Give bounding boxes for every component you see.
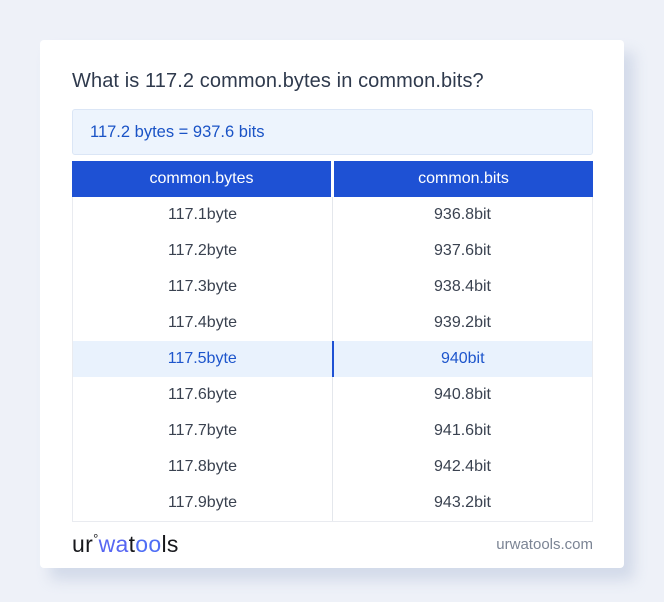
table-row: 117.1byte 936.8bit xyxy=(73,197,592,233)
site-url: urwatools.com xyxy=(496,536,593,553)
logo-text-t: t xyxy=(128,531,136,557)
conversion-result-box: 117.2 bytes = 937.6 bits xyxy=(72,109,593,155)
table-body: 117.1byte 936.8bit 117.2byte 937.6bit 11… xyxy=(72,197,593,522)
bits-cell: 941.6bit xyxy=(434,422,491,439)
logo-text-ur: ur xyxy=(72,531,94,557)
bits-cell: 940bit xyxy=(440,350,485,367)
table-row: 117.7byte 941.6bit xyxy=(73,413,592,449)
card-footer: ur°watools urwatools.com xyxy=(72,522,593,567)
bytes-cell: 117.5byte xyxy=(73,341,334,377)
header-common-bytes: common.bytes xyxy=(72,161,334,197)
bits-cell: 937.6bit xyxy=(434,242,491,259)
logo-text-ls: ls xyxy=(161,531,179,557)
bytes-cell: 117.6byte xyxy=(73,377,333,413)
table-row: 117.3byte 938.4bit xyxy=(73,269,592,305)
table-row: 117.6byte 940.8bit xyxy=(73,377,592,413)
table-row-highlighted: 117.5byte 940bit xyxy=(73,341,592,377)
converter-card: What is 117.2 common.bytes in common.bit… xyxy=(40,40,624,568)
bytes-cell: 117.3byte xyxy=(73,269,333,305)
urwatools-logo[interactable]: ur°watools xyxy=(72,531,179,557)
logo-ring-icon: ° xyxy=(93,531,99,546)
table-row: 117.2byte 937.6bit xyxy=(73,233,592,269)
bytes-cell: 117.1byte xyxy=(73,197,333,233)
table-row: 117.4byte 939.2bit xyxy=(73,305,592,341)
page-title: What is 117.2 common.bytes in common.bit… xyxy=(72,70,484,92)
bytes-cell: 117.8byte xyxy=(73,449,333,485)
bytes-cell: 117.9byte xyxy=(73,485,333,521)
bits-cell: 942.4bit xyxy=(434,458,491,475)
bits-cell: 936.8bit xyxy=(434,206,491,223)
bits-cell: 938.4bit xyxy=(434,278,491,295)
bits-cell: 939.2bit xyxy=(434,314,491,331)
header-common-bits: common.bits xyxy=(418,170,509,187)
table-row: 117.9byte 943.2bit xyxy=(73,485,592,521)
table-row: 117.8byte 942.4bit xyxy=(73,449,592,485)
conversion-table: common.bytes common.bits 117.1byte 936.8… xyxy=(72,161,593,522)
table-header: common.bytes common.bits xyxy=(72,161,593,197)
conversion-result-text: 117.2 bytes = 937.6 bits xyxy=(90,122,265,141)
bits-cell: 943.2bit xyxy=(434,494,491,511)
logo-text-oo: oo xyxy=(135,531,162,557)
bytes-cell: 117.4byte xyxy=(73,305,333,341)
logo-text-wa: wa xyxy=(98,531,129,557)
bytes-cell: 117.7byte xyxy=(73,413,333,449)
bits-cell: 940.8bit xyxy=(434,386,491,403)
bytes-cell: 117.2byte xyxy=(73,233,333,269)
